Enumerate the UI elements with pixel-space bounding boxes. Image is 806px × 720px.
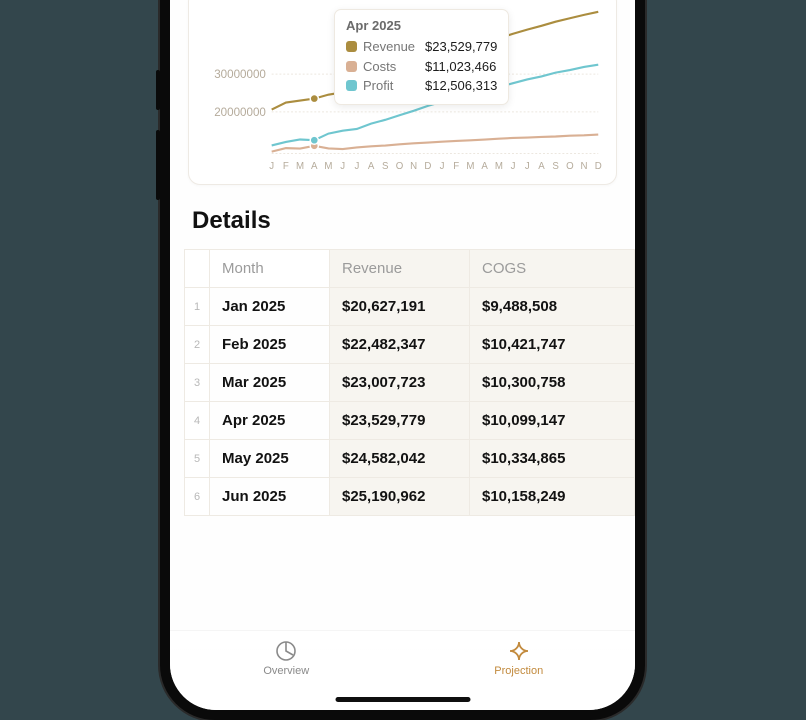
table-row[interactable]: 3Mar 2025$23,007,723$10,300,758	[185, 364, 635, 402]
table-row[interactable]: 6Jun 2025$25,190,962$10,158,249	[185, 478, 635, 516]
svg-text:F: F	[283, 161, 289, 172]
cell-month: Mar 2025	[210, 364, 330, 402]
tooltip-series-label: Profit	[363, 76, 419, 96]
svg-text:A: A	[538, 161, 545, 172]
svg-text:A: A	[481, 161, 488, 172]
svg-text:N: N	[410, 161, 417, 172]
tooltip-swatch	[346, 41, 357, 52]
tab-overview-label: Overview	[263, 665, 309, 677]
highlight-dot-profit	[310, 136, 318, 144]
svg-text:O: O	[566, 161, 574, 172]
cell-cogs: $9,488,508	[470, 288, 635, 326]
row-number: 1	[185, 288, 210, 326]
svg-text:N: N	[581, 161, 588, 172]
row-number: 2	[185, 326, 210, 364]
phone-frame: 2000000030000000 JFMAMJJASONDJFMAMJJASON…	[160, 0, 645, 720]
tooltip-series-value: $11,023,466	[425, 57, 496, 77]
table-row[interactable]: 4Apr 2025$23,529,779$10,099,147	[185, 402, 635, 440]
chart-tooltip: Apr 2025 Revenue $23,529,779 Costs $11,023,…	[334, 9, 509, 105]
cell-revenue: $25,190,962	[330, 478, 470, 516]
cell-revenue: $23,007,723	[330, 364, 470, 402]
cell-month: Jun 2025	[210, 478, 330, 516]
svg-text:J: J	[525, 161, 530, 172]
svg-text:S: S	[382, 161, 389, 172]
column-header[interactable]: Revenue	[330, 250, 470, 288]
cell-cogs: $10,334,865	[470, 440, 635, 478]
svg-text:J: J	[340, 161, 345, 172]
volume-up-button	[156, 130, 160, 200]
svg-text:F: F	[453, 161, 459, 172]
row-number: 6	[185, 478, 210, 516]
cell-cogs: $10,300,758	[470, 364, 635, 402]
column-header[interactable]: Month	[210, 250, 330, 288]
highlight-dot-revenue	[310, 95, 318, 103]
cell-revenue: $24,582,042	[330, 440, 470, 478]
tab-projection-label: Projection	[494, 665, 543, 677]
tooltip-swatch	[346, 80, 357, 91]
side-button	[156, 70, 160, 110]
svg-text:20000000: 20000000	[214, 106, 266, 119]
svg-text:M: M	[466, 161, 474, 172]
row-number: 3	[185, 364, 210, 402]
tooltip-row: Profit $12,506,313	[346, 76, 497, 96]
row-number: 5	[185, 440, 210, 478]
home-indicator[interactable]	[335, 697, 470, 702]
svg-text:M: M	[495, 161, 503, 172]
tooltip-series-label: Revenue	[363, 37, 419, 57]
table-row[interactable]: 1Jan 2025$20,627,191$9,488,508	[185, 288, 635, 326]
details-table-wrap: MonthRevenueCOGS 1Jan 2025$20,627,191$9,…	[184, 249, 635, 516]
svg-text:A: A	[311, 161, 318, 172]
tooltip-series-value: $23,529,779	[425, 37, 497, 57]
column-header[interactable]: COGS	[470, 250, 635, 288]
svg-text:J: J	[354, 161, 359, 172]
svg-text:A: A	[368, 161, 375, 172]
svg-text:D: D	[424, 161, 431, 172]
cell-month: Jan 2025	[210, 288, 330, 326]
svg-text:S: S	[552, 161, 559, 172]
cell-cogs: $10,158,249	[470, 478, 635, 516]
phone-screen: 2000000030000000 JFMAMJJASONDJFMAMJJASON…	[170, 0, 635, 710]
cell-revenue: $22,482,347	[330, 326, 470, 364]
tooltip-series-value: $12,506,313	[425, 76, 497, 96]
svg-text:J: J	[269, 161, 274, 172]
cell-revenue: $23,529,779	[330, 402, 470, 440]
tooltip-swatch	[346, 61, 357, 72]
svg-text:J: J	[511, 161, 516, 172]
details-heading: Details	[192, 207, 613, 235]
svg-text:30000000: 30000000	[214, 68, 266, 81]
cell-month: Feb 2025	[210, 326, 330, 364]
table-row[interactable]: 2Feb 2025$22,482,347$10,421,747	[185, 326, 635, 364]
row-number: 4	[185, 402, 210, 440]
cell-month: Apr 2025	[210, 402, 330, 440]
cell-month: May 2025	[210, 440, 330, 478]
sparkle-icon	[507, 639, 531, 663]
pie-chart-icon	[274, 639, 298, 663]
row-number-header	[185, 250, 210, 288]
tooltip-row: Costs $11,023,466	[346, 57, 497, 77]
tooltip-title: Apr 2025	[346, 18, 497, 33]
svg-text:J: J	[440, 161, 445, 172]
projection-chart[interactable]: 2000000030000000 JFMAMJJASONDJFMAMJJASON…	[188, 0, 617, 185]
details-table[interactable]: MonthRevenueCOGS 1Jan 2025$20,627,191$9,…	[184, 249, 635, 516]
svg-text:D: D	[595, 161, 602, 172]
svg-text:M: M	[296, 161, 304, 172]
tooltip-row: Revenue $23,529,779	[346, 37, 497, 57]
tooltip-series-label: Costs	[363, 57, 419, 77]
svg-text:O: O	[396, 161, 404, 172]
cell-cogs: $10,421,747	[470, 326, 635, 364]
table-row[interactable]: 5May 2025$24,582,042$10,334,865	[185, 440, 635, 478]
svg-text:M: M	[324, 161, 332, 172]
tab-bar: Overview Projection	[170, 630, 635, 710]
cell-cogs: $10,099,147	[470, 402, 635, 440]
cell-revenue: $20,627,191	[330, 288, 470, 326]
